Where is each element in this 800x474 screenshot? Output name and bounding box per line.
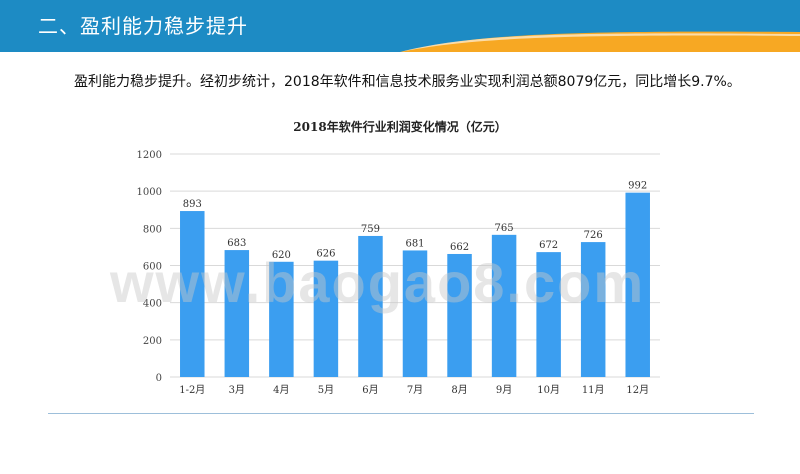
data-label: 620	[272, 250, 291, 261]
page-title: 二、盈利能力稳步提升	[38, 14, 248, 38]
data-label: 893	[183, 199, 202, 210]
x-tick-label: 8月	[451, 384, 467, 396]
y-tick-label: 0	[156, 373, 162, 384]
data-label: 759	[361, 224, 380, 235]
x-tick-label: 5月	[318, 384, 334, 396]
header-background	[0, 0, 800, 52]
x-tick-label: 4月	[273, 384, 289, 396]
bar	[269, 261, 294, 377]
bar	[536, 252, 561, 377]
data-label: 681	[405, 238, 424, 249]
data-label: 662	[450, 242, 469, 253]
x-tick-label: 12月	[626, 384, 649, 396]
y-tick-label: 1000	[137, 187, 162, 198]
x-tick-label: 1-2月	[179, 384, 205, 396]
data-label: 726	[584, 230, 603, 241]
bar	[625, 192, 650, 377]
x-tick-label: 6月	[362, 384, 378, 396]
data-label: 992	[628, 181, 647, 192]
data-label: 672	[539, 240, 558, 251]
body-paragraph: 盈利能力稳步提升。经初步统计，2018年软件和信息技术服务业实现利润总额8079…	[74, 74, 741, 90]
chart-plot: 0 200 400 600 800 1000 1200 893 1-2月 683 3月 620 4月 62…	[137, 150, 660, 396]
header-banner: 二、盈利能力稳步提升	[0, 0, 800, 52]
chart-title: 2018年软件行业利润变化情况（亿元）	[293, 120, 507, 134]
y-tick-label: 800	[143, 224, 162, 235]
x-tick-label: 3月	[229, 384, 245, 396]
bar	[180, 211, 205, 377]
profit-chart: 2018年软件行业利润变化情况（亿元） 0 200 400 600 800 1000 120…	[120, 112, 680, 412]
bar	[402, 250, 428, 377]
bar	[491, 234, 517, 377]
x-tick-label: 9月	[496, 384, 512, 396]
data-label: 765	[495, 223, 514, 234]
bar	[358, 235, 383, 377]
y-tick-label: 600	[143, 262, 162, 273]
bar	[447, 253, 472, 377]
bar	[313, 260, 339, 377]
footer-divider	[48, 413, 754, 414]
x-tick-label: 11月	[582, 384, 605, 396]
data-label: 683	[227, 238, 246, 249]
x-tick-label: 7月	[407, 384, 423, 396]
bar	[580, 242, 606, 377]
data-label: 626	[316, 249, 335, 260]
y-tick-label: 1200	[137, 150, 162, 161]
y-tick-label: 400	[143, 299, 162, 310]
y-tick-label: 200	[143, 336, 162, 347]
x-tick-label: 10月	[537, 384, 560, 396]
bar	[224, 250, 250, 377]
